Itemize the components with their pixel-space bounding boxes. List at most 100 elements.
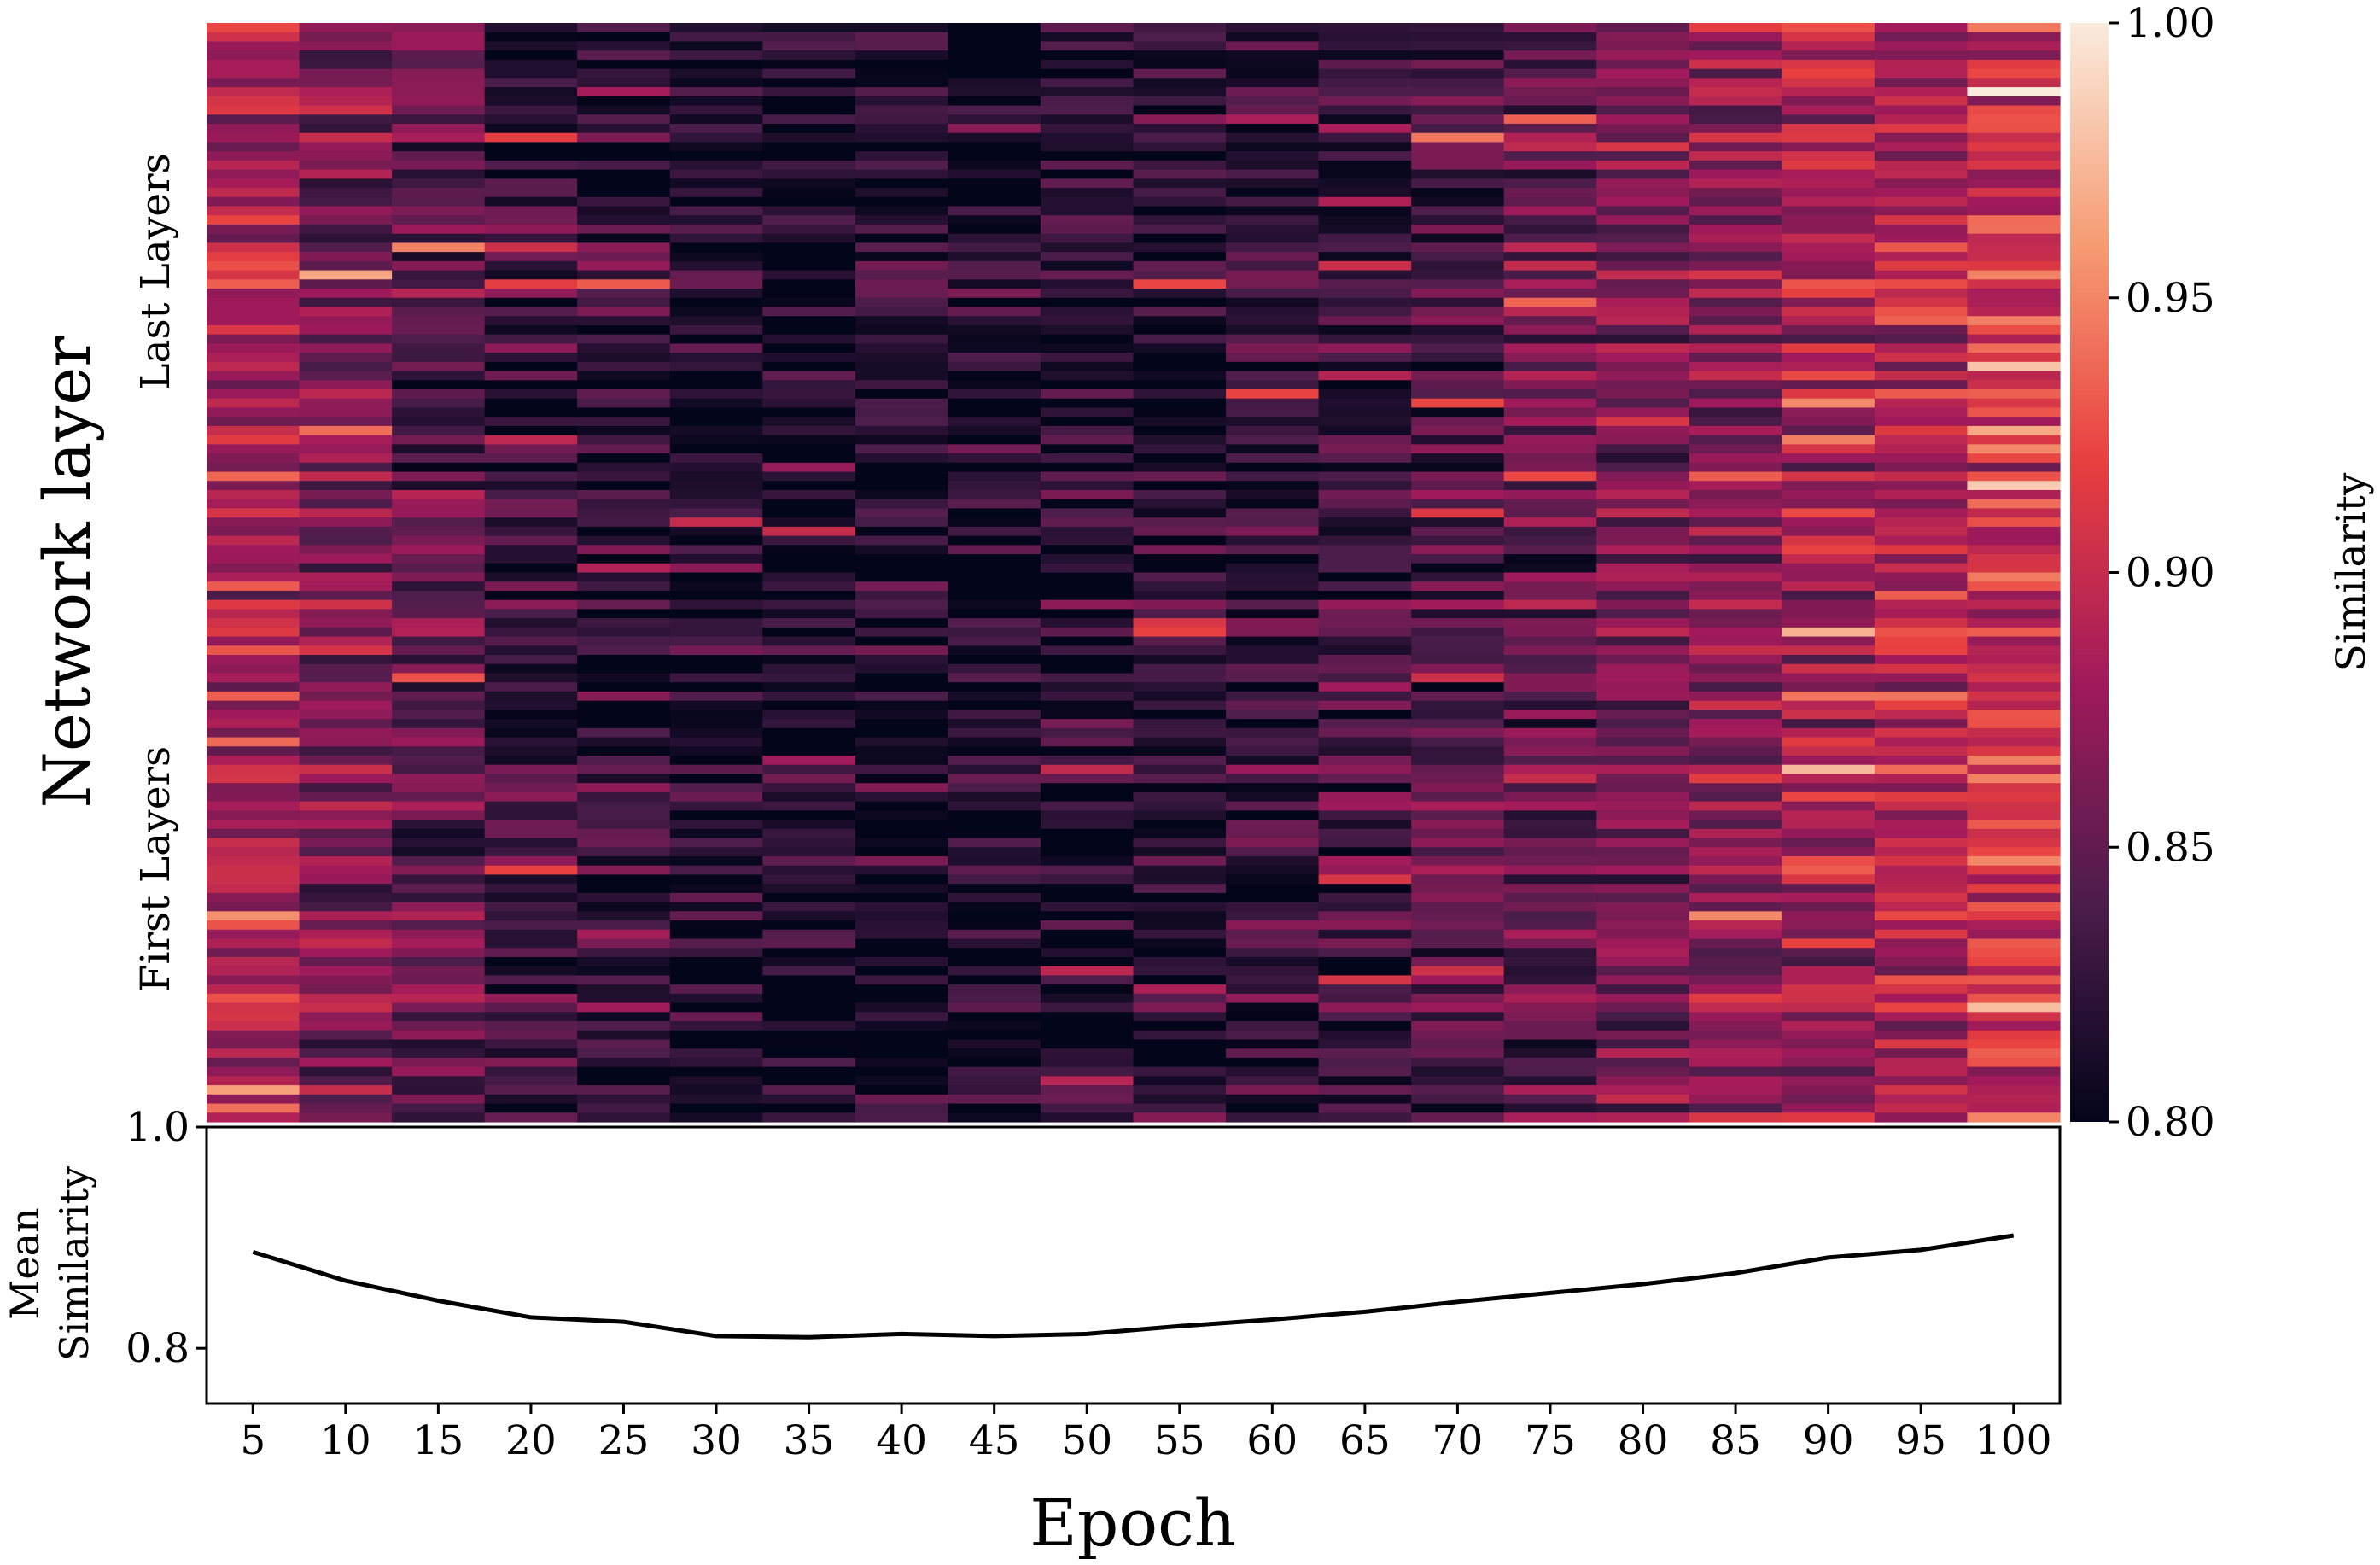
heatmap-cell	[1596, 178, 1690, 189]
heatmap-cell	[1874, 838, 1969, 848]
heatmap-cell	[948, 902, 1041, 912]
heatmap-cell	[484, 719, 578, 729]
heatmap-cell	[762, 453, 856, 464]
heatmap-cell	[1596, 526, 1690, 537]
heatmap-cell	[1503, 938, 1597, 949]
heatmap-cell	[1503, 471, 1597, 482]
heatmap-cell	[484, 417, 578, 427]
heatmap-cell	[948, 673, 1041, 683]
heatmap-cell	[855, 929, 948, 940]
heatmap-cell	[855, 563, 948, 574]
heatmap-cell	[207, 1030, 300, 1041]
heatmap-cell	[1040, 417, 1135, 427]
heatmap-cell	[1874, 289, 1969, 299]
heatmap-cell	[1503, 398, 1597, 409]
heatmap-cell	[1133, 87, 1227, 97]
heatmap-cell	[577, 252, 671, 262]
heatmap-cell	[1503, 224, 1597, 235]
heatmap-cell	[484, 481, 578, 491]
heatmap-cell	[484, 855, 578, 867]
heatmap-cell	[1874, 389, 1969, 400]
heatmap-cell	[484, 682, 578, 692]
heatmap-cell	[1503, 160, 1597, 171]
heatmap-cell	[392, 453, 486, 464]
heatmap-cell	[577, 865, 671, 876]
heatmap-cell	[299, 618, 393, 628]
heatmap-cell	[1503, 920, 1597, 931]
heatmap-cell	[1874, 737, 1969, 747]
heatmap-cell	[669, 508, 763, 518]
heatmap-cell	[1226, 105, 1320, 115]
heatmap-cell	[1596, 892, 1690, 903]
heatmap-cell	[1040, 1057, 1135, 1068]
heatmap-cell	[855, 1112, 948, 1123]
heatmap-cell	[207, 1057, 300, 1068]
heatmap-cell	[577, 746, 671, 756]
heatmap-cell	[1318, 508, 1412, 518]
heatmap-cell	[948, 984, 1041, 995]
heatmap-cell	[207, 756, 300, 766]
heatmap-cell	[1040, 764, 1135, 775]
heatmap-cell	[299, 774, 393, 784]
heatmap-cell	[484, 398, 578, 409]
heatmap-cell	[484, 316, 578, 326]
heatmap-cell	[392, 307, 486, 317]
heatmap-cell	[1874, 242, 1969, 253]
heatmap-cell	[1411, 535, 1505, 546]
heatmap-cell	[1689, 855, 1782, 867]
heatmap-cell	[1782, 96, 1875, 107]
heatmap-cell	[669, 993, 763, 1004]
heatmap-cell	[1689, 828, 1782, 839]
heatmap-cell	[1689, 471, 1782, 482]
heatmap-cell	[1782, 710, 1875, 720]
heatmap-cell	[1596, 966, 1690, 976]
heatmap-cell	[484, 865, 578, 876]
heatmap-cell	[1596, 78, 1690, 88]
heatmap-cell	[1967, 609, 2061, 619]
heatmap-cell	[1226, 691, 1320, 702]
heatmap-cell	[1503, 169, 1597, 179]
heatmap-cell	[1040, 233, 1135, 243]
heatmap-cell	[669, 517, 763, 528]
heatmap-cell	[855, 78, 948, 88]
heatmap-cell	[207, 663, 300, 674]
heatmap-cell	[1133, 526, 1227, 537]
heatmap-cell	[1874, 87, 1969, 97]
heatmap-cell	[762, 535, 856, 546]
heatmap-cell	[1226, 710, 1320, 720]
heatmap-cell	[1411, 260, 1505, 272]
heatmap-cell	[1503, 855, 1597, 867]
heatmap-cell	[577, 389, 671, 400]
heatmap-cell	[1133, 32, 1227, 43]
heatmap-cell	[855, 307, 948, 317]
heatmap-cell	[1596, 1030, 1690, 1041]
heatmap-cell	[392, 398, 486, 409]
heatmap-cell	[855, 920, 948, 931]
heatmap-cell	[1596, 545, 1690, 555]
heatmap-cell	[1226, 307, 1320, 317]
heatmap-cell	[1503, 517, 1597, 528]
heatmap-cell	[1226, 956, 1320, 967]
heatmap-cell	[948, 847, 1041, 857]
heatmap-cell	[1782, 123, 1875, 134]
heatmap-cell	[207, 471, 300, 482]
heatmap-cell	[1040, 50, 1135, 61]
heatmap-cell	[1874, 746, 1969, 756]
heatmap-cell	[1226, 828, 1320, 839]
heatmap-cell	[1133, 627, 1227, 638]
heatmap-cell	[1133, 489, 1227, 500]
heatmap-cell	[1133, 224, 1227, 235]
heatmap-cell	[855, 206, 948, 216]
heatmap-cell	[1782, 444, 1875, 454]
heatmap-cell	[299, 41, 393, 51]
heatmap-cell	[1874, 1039, 1969, 1049]
heatmap-cell	[1782, 1039, 1875, 1049]
heatmap-cell	[207, 188, 300, 198]
heatmap-cell	[484, 1039, 578, 1049]
heatmap-cell	[855, 984, 948, 995]
heatmap-cell	[1503, 151, 1597, 161]
heatmap-cell	[577, 1002, 671, 1013]
heatmap-cell	[1782, 252, 1875, 262]
heatmap-cell	[1689, 178, 1782, 189]
heatmap-cell	[855, 1002, 948, 1013]
